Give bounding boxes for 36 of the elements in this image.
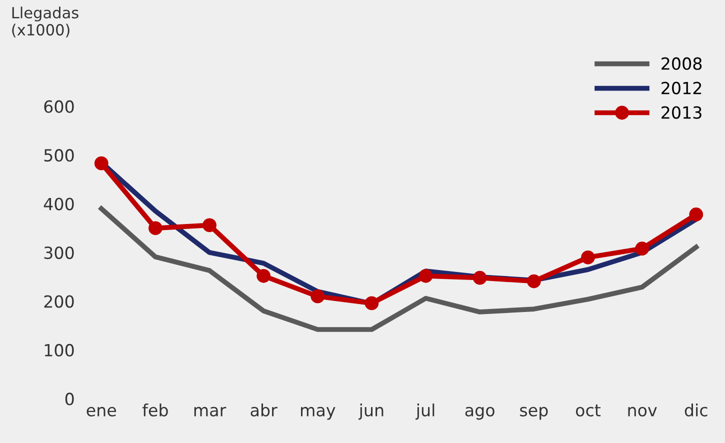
point <box>256 268 271 283</box>
x-tick-label: oct <box>576 404 601 416</box>
y-tick-label: 300 <box>44 246 74 260</box>
legend-label: 2013 <box>662 106 702 119</box>
legend-label: 2012 <box>662 82 702 94</box>
x-tick-label: ene <box>86 406 116 416</box>
x-tick-label: jun <box>358 404 384 420</box>
point <box>94 156 108 170</box>
point <box>148 221 162 236</box>
point <box>472 270 487 285</box>
point <box>689 208 704 222</box>
x-tick-label: dic <box>684 404 708 416</box>
legend-label: 2008 <box>662 57 702 70</box>
point <box>635 242 649 256</box>
y-tick-label: 200 <box>44 295 74 308</box>
y-tick-label: 400 <box>44 198 74 210</box>
y-tick-label: 100 <box>44 344 74 357</box>
x-tick-label: mar <box>194 406 226 416</box>
x-tick-label: sep <box>520 406 548 420</box>
x-tick-label: jul <box>416 404 434 420</box>
y-axis-title: Llegadas (x1000) <box>12 6 78 38</box>
point <box>581 250 595 264</box>
x-tick-label: may <box>301 406 336 420</box>
line-series <box>98 206 699 332</box>
y-tick-label: 0 <box>65 392 74 406</box>
point <box>202 218 216 232</box>
y-tick-label: 600 <box>44 100 74 113</box>
point <box>364 296 379 310</box>
point <box>526 274 541 288</box>
x-tick-label: feb <box>142 404 168 416</box>
x-tick-label: abr <box>250 404 278 416</box>
point <box>310 289 325 304</box>
x-tick-label: nov <box>628 406 657 416</box>
x-tick-label: ago <box>465 406 494 420</box>
y-tick-label: 500 <box>44 149 74 162</box>
point <box>418 268 433 283</box>
